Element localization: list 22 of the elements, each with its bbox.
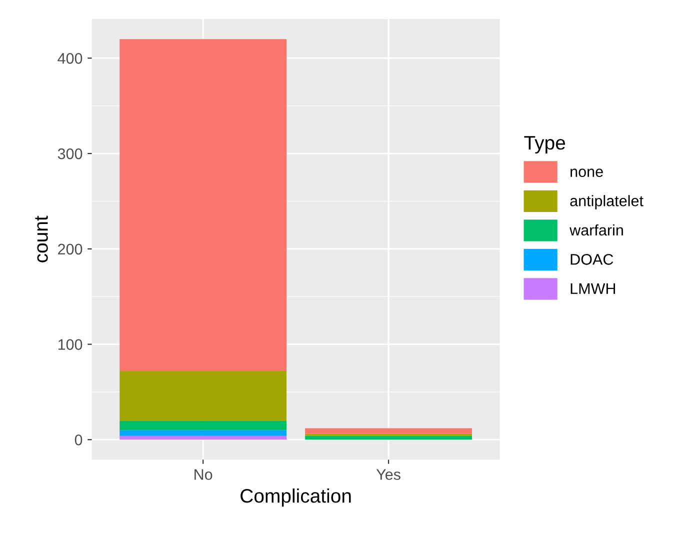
legend-label: DOAC (570, 254, 614, 265)
x-tick-label: No (194, 469, 212, 480)
y-tick-label: 200 (58, 244, 82, 255)
bar (305, 428, 472, 434)
y-tick-label: 100 (58, 339, 82, 350)
legend-title: Type (524, 136, 566, 154)
x-tick-label: Yes (376, 469, 400, 480)
bar (120, 39, 287, 371)
legend-label: none (570, 168, 603, 178)
bar (305, 436, 472, 440)
bar (120, 370, 287, 421)
y-axis-title: count (35, 216, 48, 262)
x-axis-title: Complication (240, 488, 351, 507)
bar (120, 430, 287, 436)
legend-label: warfarin (570, 224, 623, 236)
bar (120, 436, 287, 440)
y-tick-label: 0 (74, 434, 82, 446)
y-tick-label: 300 (58, 148, 82, 160)
bar (120, 420, 287, 430)
legend-label: LMWH (570, 283, 616, 294)
y-tick-label: 400 (58, 53, 82, 64)
legend-label: antiplatelet (570, 195, 644, 210)
